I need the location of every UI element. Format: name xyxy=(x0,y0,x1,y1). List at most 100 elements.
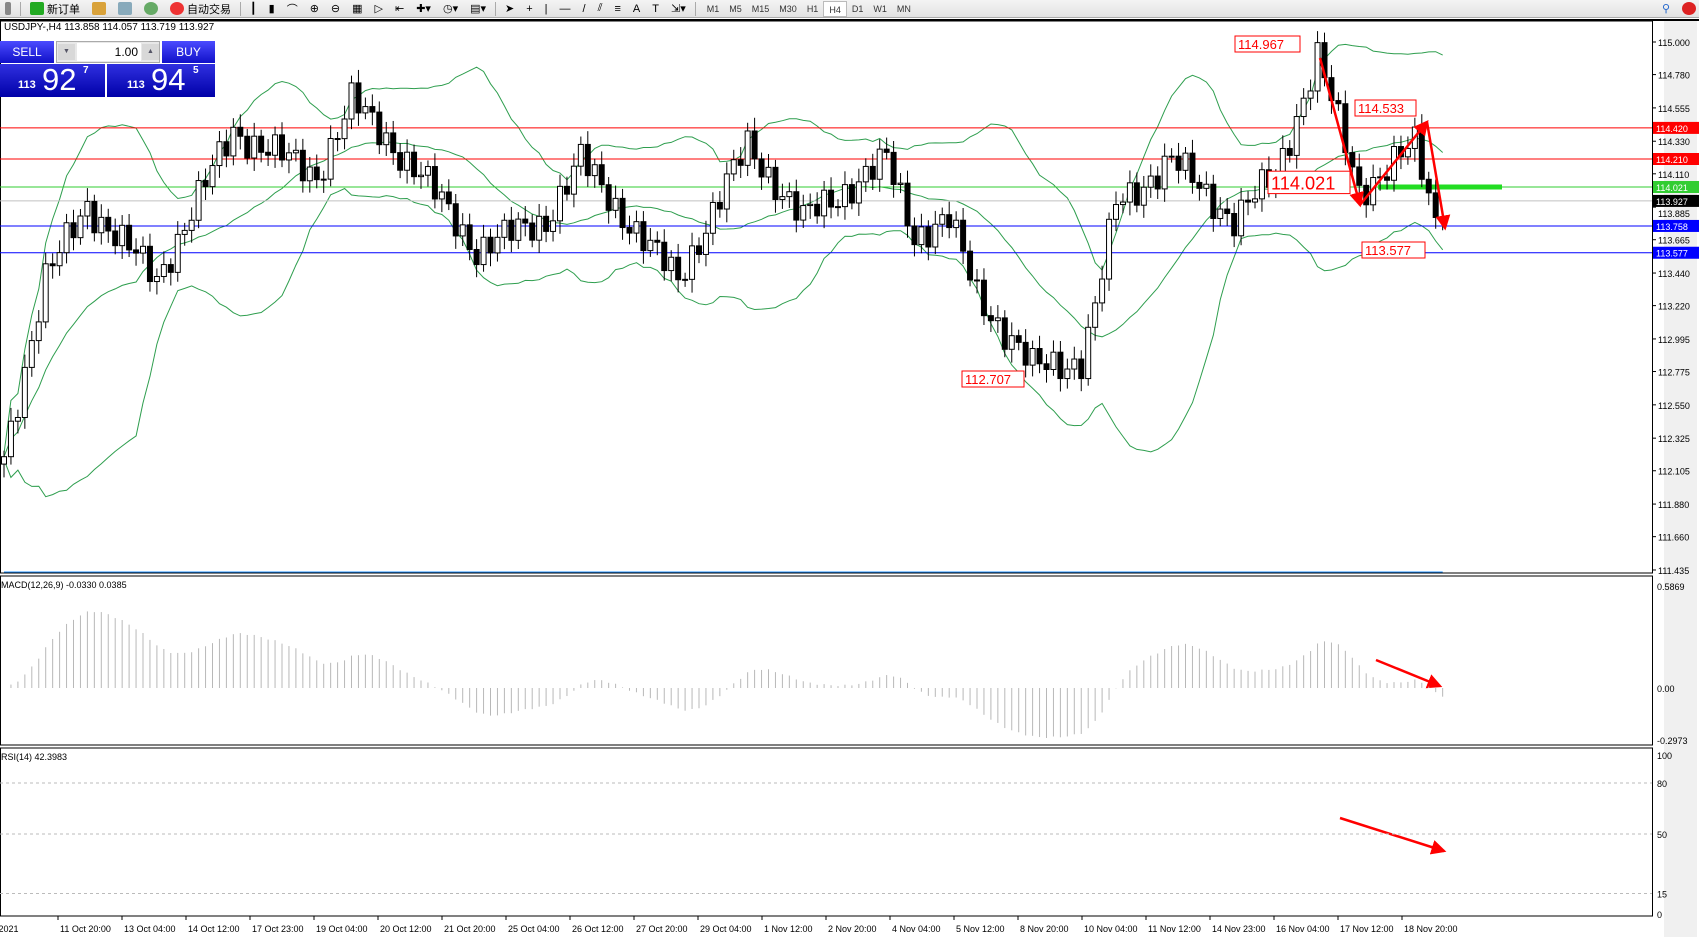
time-tick-label: 8 Nov 20:00 xyxy=(1020,924,1069,934)
notification-icon[interactable] xyxy=(1679,1,1699,17)
zoom-search-icon[interactable] xyxy=(2,1,14,17)
lot-increase-button[interactable]: ▲ xyxy=(142,44,159,60)
candle-body xyxy=(1133,182,1140,206)
candle xyxy=(807,193,814,219)
bollinger-upper xyxy=(3,43,1443,454)
timeframe-h1[interactable]: H1 xyxy=(806,3,819,14)
candle-body xyxy=(320,178,327,181)
cursor-button[interactable]: ➤ xyxy=(505,3,515,15)
fibonacci-button[interactable]: ≡ xyxy=(614,2,621,15)
candle xyxy=(28,331,35,377)
candle xyxy=(1175,142,1182,184)
price-tick-label: 113.665 xyxy=(1658,236,1690,246)
timeframe-m30[interactable]: M30 xyxy=(779,3,797,14)
price-tick-label: 115.000 xyxy=(1658,38,1690,48)
candle xyxy=(890,140,897,198)
price-annotation: 114.967 xyxy=(1238,37,1284,52)
candle xyxy=(487,228,494,267)
sell-button[interactable]: SELL xyxy=(0,41,54,63)
templates-button[interactable]: ▤▾ xyxy=(470,3,487,15)
candle xyxy=(835,199,841,217)
sell-price-big: 113 xyxy=(18,79,36,91)
candle-body xyxy=(967,250,974,281)
horizontal-line-button[interactable]: — xyxy=(559,2,571,15)
line-chart-button[interactable]: ⌒ xyxy=(286,3,298,16)
candle-body xyxy=(1001,317,1008,350)
right-scrollbar[interactable] xyxy=(1664,21,1697,937)
candle xyxy=(14,409,21,434)
signals-button[interactable] xyxy=(141,1,161,17)
indicators-button[interactable]: ✚▾ xyxy=(416,3,431,15)
candle-body xyxy=(146,245,153,283)
auto-scroll-button[interactable]: ▷ xyxy=(374,3,383,15)
sell-price[interactable]: 113 92 7 xyxy=(0,62,105,97)
candle-body xyxy=(105,216,112,232)
search-icon[interactable]: ⚲ xyxy=(1661,3,1670,15)
lot-stepper[interactable]: ▼ 1.00 ▲ xyxy=(56,41,160,63)
timeframe-m5[interactable]: M5 xyxy=(729,3,742,14)
market-watch-button[interactable] xyxy=(89,1,109,17)
candle-body xyxy=(140,245,146,254)
candle xyxy=(932,210,939,255)
timeframe-mn[interactable]: MN xyxy=(896,3,911,14)
arrows-button[interactable]: ⇲▾ xyxy=(671,3,686,15)
candle-body xyxy=(758,158,765,178)
tile-windows-button[interactable]: ▦ xyxy=(352,3,363,15)
candle xyxy=(967,240,974,287)
new-order-button[interactable]: 新订单 xyxy=(27,1,83,17)
vertical-line-button[interactable]: | xyxy=(544,2,548,15)
chart-shift-button[interactable]: ⇤ xyxy=(395,3,405,15)
timeframe-h4[interactable]: H4 xyxy=(823,0,847,17)
candle-body xyxy=(1286,147,1293,156)
channel-button[interactable]: ⫽ xyxy=(597,2,603,14)
timeframe-m1[interactable]: M1 xyxy=(706,3,720,14)
candle xyxy=(883,137,890,160)
candle-body xyxy=(202,180,209,188)
candle xyxy=(1189,139,1196,194)
candle-body xyxy=(70,222,77,239)
sell-price-pip: 7 xyxy=(83,65,89,76)
candle-chart-button[interactable]: ▮ xyxy=(268,3,275,15)
candle xyxy=(1210,174,1217,232)
buy-button[interactable]: BUY xyxy=(162,41,215,63)
zoom-out-button[interactable]: ⊖ xyxy=(330,3,341,15)
candle xyxy=(1085,314,1092,386)
lot-input[interactable]: 1.00 xyxy=(77,43,141,61)
trendline-button[interactable]: / xyxy=(582,2,586,15)
crosshair-button[interactable]: + xyxy=(526,2,533,15)
candle xyxy=(244,128,251,165)
zoom-in-button[interactable]: ⊕ xyxy=(309,3,319,15)
candle-body xyxy=(188,219,195,231)
price-tick-label: 114.780 xyxy=(1658,71,1690,81)
price-tick-label: 114.555 xyxy=(1658,104,1690,114)
candle-body xyxy=(779,196,786,201)
candle xyxy=(744,122,751,177)
timeframe-w1[interactable]: W1 xyxy=(873,3,887,14)
text-label-button[interactable]: T xyxy=(652,2,659,15)
auto-trading-button[interactable]: 自动交易 xyxy=(167,1,234,17)
candle xyxy=(1133,172,1140,213)
navigator-button[interactable] xyxy=(115,1,135,17)
bar-chart-button[interactable]: ┃ xyxy=(250,3,257,15)
candle-body xyxy=(793,191,800,221)
candle-body xyxy=(1432,192,1439,218)
candle-body xyxy=(84,200,91,217)
lot-decrease-button[interactable]: ▼ xyxy=(58,44,75,60)
text-button[interactable]: A xyxy=(632,2,641,15)
timeframe-d1[interactable]: D1 xyxy=(851,3,864,14)
candle xyxy=(689,232,696,293)
timeframe-m15[interactable]: M15 xyxy=(751,3,770,14)
candle-body xyxy=(946,214,953,229)
level-price-tag xyxy=(1653,152,1699,165)
candle xyxy=(1015,329,1022,351)
sell-price-main: 92 xyxy=(42,62,77,97)
buy-price[interactable]: 113 94 5 xyxy=(107,62,215,97)
time-tick-label: 14 Oct 12:00 xyxy=(188,924,240,934)
time-tick-label: 25 Oct 04:00 xyxy=(508,924,560,934)
candle xyxy=(626,215,633,245)
periods-button[interactable]: ◷▾ xyxy=(442,3,459,15)
candle xyxy=(987,306,994,332)
candle xyxy=(862,158,869,192)
time-tick-label: 17 Oct 23:00 xyxy=(252,924,304,934)
